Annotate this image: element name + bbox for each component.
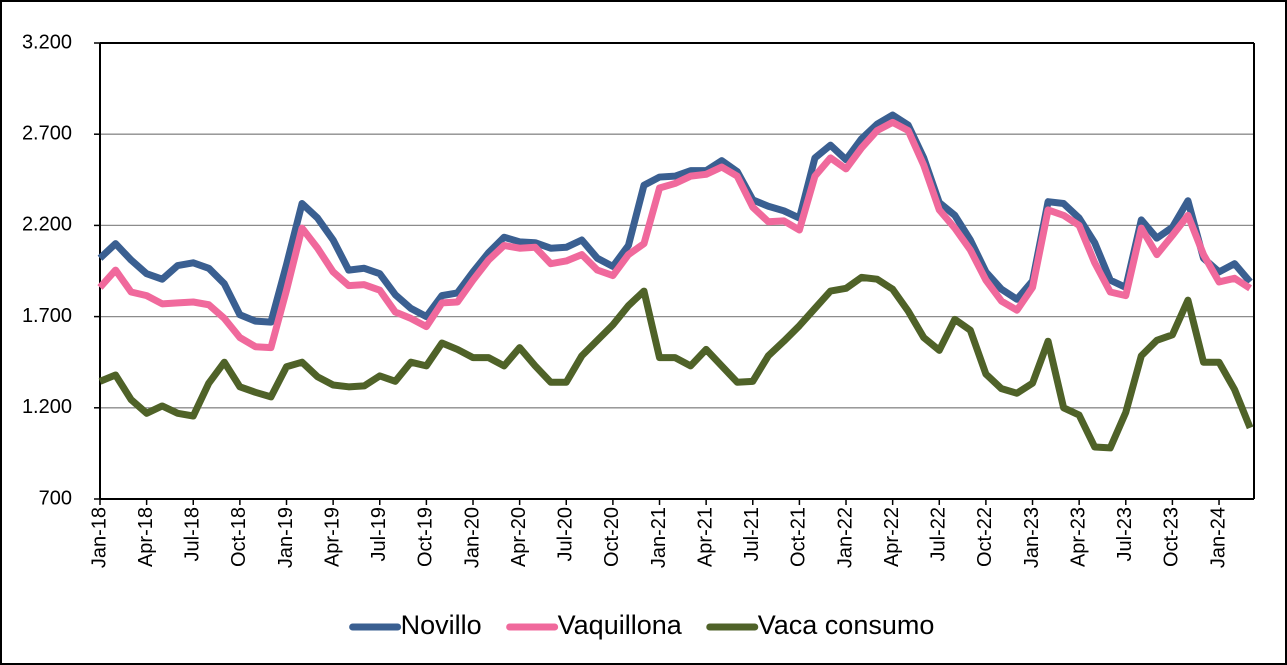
- x-tick-label: Jul-22: [928, 507, 950, 561]
- y-tick-label: 2.200: [22, 214, 72, 236]
- x-tick-label: Jan-18: [88, 507, 110, 568]
- x-tick-label: Jul-20: [555, 507, 577, 561]
- x-tick-label: Oct-20: [601, 507, 623, 567]
- x-tick-label: Apr-21: [694, 507, 716, 567]
- legend-label: Vaquillona: [558, 610, 683, 640]
- series-line: [97, 111, 1253, 326]
- x-tick-label: Oct-19: [415, 507, 437, 567]
- x-tick-label: Jul-21: [741, 507, 763, 561]
- x-tick-label: Apr-19: [321, 507, 343, 567]
- x-tick-label: Jul-23: [1114, 507, 1136, 561]
- y-tick-label: 2.700: [22, 122, 72, 144]
- legend-label: Vaca consumo: [758, 610, 935, 640]
- x-tick-label: Oct-21: [788, 507, 810, 567]
- x-tick-label: Apr-22: [881, 507, 903, 567]
- y-tick-label: 3.200: [22, 31, 72, 53]
- x-tick-label: Jan-24: [1207, 507, 1229, 568]
- x-tick-label: Oct-23: [1161, 507, 1183, 567]
- y-tick-label: 700: [39, 487, 72, 509]
- x-tick-label: Apr-20: [508, 507, 530, 567]
- legend-label: Novillo: [401, 610, 482, 640]
- x-tick-label: Jan-23: [1021, 507, 1043, 568]
- x-tick-label: Apr-23: [1067, 507, 1089, 567]
- x-tick-label: Jan-21: [648, 507, 670, 568]
- y-tick-label: 1.200: [22, 396, 72, 418]
- series-line: [97, 118, 1253, 352]
- series-line: [98, 273, 1254, 452]
- x-tick-label: Jul-19: [368, 507, 390, 561]
- x-tick-label: Jan-22: [834, 507, 856, 568]
- x-tick-label: Jan-20: [461, 507, 483, 568]
- x-tick-label: Jan-19: [275, 507, 297, 568]
- y-tick-label: 1.700: [22, 305, 72, 327]
- x-tick-label: Jul-18: [182, 507, 204, 561]
- x-tick-label: Oct-22: [974, 507, 996, 567]
- x-tick-label: Oct-18: [228, 507, 250, 567]
- x-tick-label: Apr-18: [135, 507, 157, 567]
